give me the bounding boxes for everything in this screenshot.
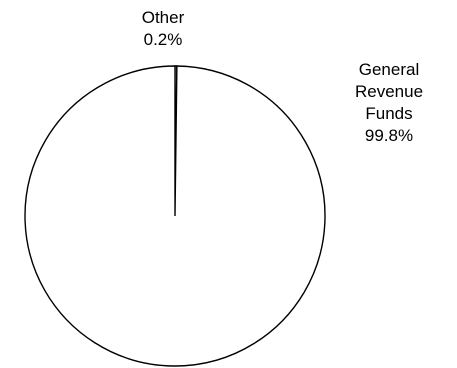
slice-label-general-percent: 99.8% bbox=[364, 126, 414, 145]
slice-label-general-line-1: General bbox=[358, 60, 420, 79]
slice-label-general-line-3: Funds bbox=[365, 104, 413, 123]
slice-label-other-name: Other bbox=[141, 8, 185, 27]
slice-label-general-line-2: Revenue bbox=[354, 82, 424, 101]
slice-label-other: Other 0.2% bbox=[113, 7, 213, 51]
slice-label-general-revenue-funds: General Revenue Funds 99.8% bbox=[324, 59, 454, 147]
pie-slice-general-revenue-funds bbox=[24, 65, 326, 367]
pie-slices bbox=[24, 65, 326, 367]
slice-label-other-percent: 0.2% bbox=[143, 30, 183, 49]
